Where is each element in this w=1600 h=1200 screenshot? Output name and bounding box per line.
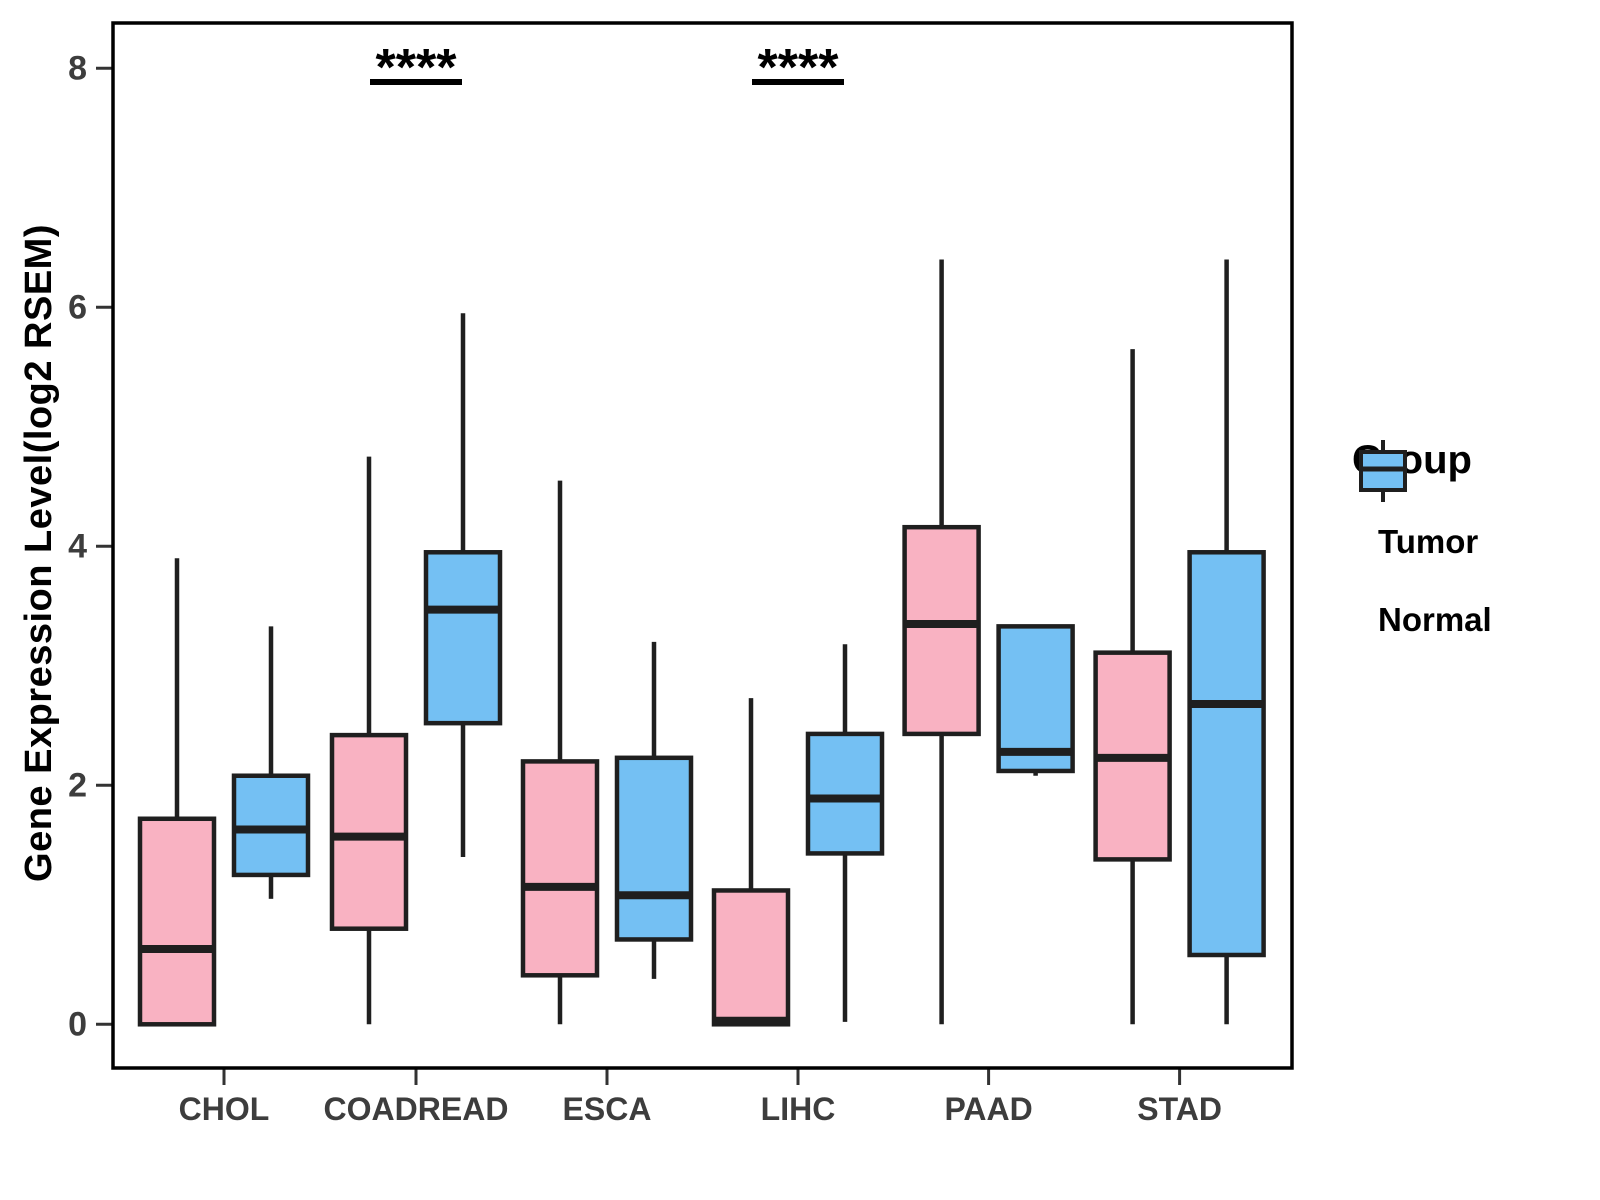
x-tick-label: STAD bbox=[1137, 1091, 1222, 1127]
x-tick-label: LIHC bbox=[761, 1091, 836, 1127]
legend-item-normal: Normal bbox=[1352, 440, 1592, 653]
box-esca-tumor-iqr bbox=[520, 759, 600, 978]
y-tick-label: 4 bbox=[68, 527, 87, 565]
box-lihc-tumor-iqr bbox=[711, 888, 791, 1027]
significance-bar-lihc bbox=[752, 79, 844, 85]
box-esca-normal-iqr bbox=[614, 755, 694, 942]
legend-item-tumor: Tumor bbox=[1352, 440, 1592, 575]
x-tick-label: ESCA bbox=[563, 1091, 652, 1127]
x-tick-label: COADREAD bbox=[324, 1091, 509, 1127]
box-lihc-normal-iqr bbox=[805, 731, 885, 856]
box-chol-normal-iqr bbox=[231, 773, 311, 878]
boxplot-key-icon bbox=[1359, 440, 1407, 502]
legend-label-tumor: Tumor bbox=[1378, 523, 1479, 560]
significance-stars-lihc: **** bbox=[758, 39, 840, 97]
significance-bar-coadread bbox=[370, 79, 462, 85]
significance-stars-coadread: **** bbox=[376, 39, 458, 97]
y-axis-title: Gene Expression Level(log2 RSEM) bbox=[18, 224, 60, 882]
box-stad-normal-iqr bbox=[1187, 550, 1266, 958]
y-tick-label: 8 bbox=[68, 49, 87, 87]
box-coadread-tumor-iqr bbox=[329, 732, 409, 931]
x-tick-label: CHOL bbox=[179, 1091, 270, 1127]
legend: Group Tumor Normal bbox=[1352, 438, 1592, 665]
box-paad-normal-iqr bbox=[996, 624, 1075, 774]
y-tick-label: 6 bbox=[68, 288, 87, 326]
x-tick-label: PAAD bbox=[944, 1091, 1032, 1127]
box-coadread-normal-iqr bbox=[423, 550, 503, 726]
y-tick-label: 2 bbox=[68, 766, 87, 804]
legend-label-normal: Normal bbox=[1378, 601, 1492, 638]
panel-border bbox=[111, 21, 1294, 1070]
box-chol-tumor-iqr bbox=[137, 816, 217, 1027]
y-tick-label: 0 bbox=[68, 1005, 87, 1043]
plot-panel bbox=[113, 23, 1292, 1068]
box-paad-tumor-iqr bbox=[902, 524, 981, 737]
